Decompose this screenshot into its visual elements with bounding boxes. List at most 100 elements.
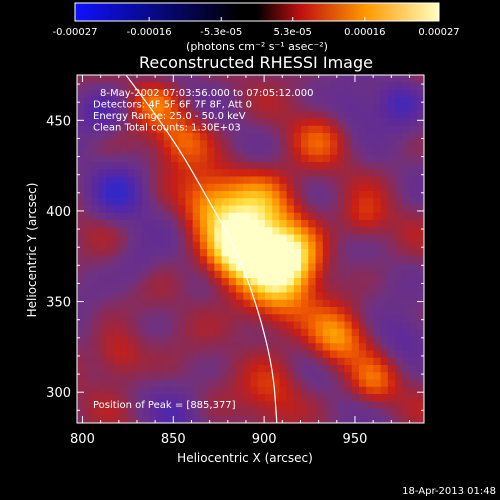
heatmap-cell — [308, 415, 317, 423]
heatmap-cell — [156, 336, 165, 344]
heatmap-cell — [264, 365, 273, 373]
heatmap-cell — [91, 212, 100, 221]
heatmap-cell — [272, 104, 281, 112]
heatmap-cell — [366, 75, 374, 83]
heatmap-cell — [207, 270, 215, 279]
heatmap-cell — [344, 372, 353, 381]
heatmap-cell — [301, 328, 309, 337]
heatmap-cell — [156, 401, 165, 410]
heatmap-cell — [373, 336, 382, 344]
heatmap-cell — [315, 263, 324, 272]
heatmap-cell — [134, 263, 143, 272]
heatmap-cell — [142, 278, 150, 286]
heatmap-cell — [127, 408, 136, 417]
heatmap-cell — [84, 379, 93, 388]
heatmap-cell — [178, 176, 187, 185]
heatmap-cell — [416, 328, 424, 337]
heatmap-cell — [286, 394, 295, 402]
heatmap-cell — [409, 365, 418, 373]
heatmap-cell — [178, 292, 187, 301]
heatmap-cell — [77, 321, 85, 330]
heatmap-cell — [236, 89, 244, 98]
heatmap-cell — [279, 183, 288, 192]
heatmap-cell — [120, 379, 129, 388]
heatmap-cell — [322, 125, 331, 134]
heatmap-cell — [315, 372, 324, 381]
heatmap-cell — [366, 314, 374, 323]
heatmap-cell — [98, 227, 107, 236]
heatmap-cell — [257, 212, 266, 221]
heatmap-cell — [264, 104, 273, 112]
heatmap-cell — [120, 104, 129, 112]
heatmap-cell — [134, 154, 143, 163]
heatmap-cell — [156, 314, 165, 323]
heatmap-cell — [380, 220, 389, 228]
heatmap-cell — [221, 401, 230, 410]
heatmap-cell — [134, 256, 143, 265]
heatmap-cell — [366, 82, 374, 91]
heatmap-cell — [351, 394, 360, 402]
heatmap-cell — [221, 321, 230, 330]
heatmap-cell — [243, 191, 252, 199]
heatmap-cell — [120, 183, 129, 192]
heatmap-cell — [366, 285, 374, 294]
heatmap-cell — [236, 125, 244, 134]
heatmap-cell — [250, 169, 259, 178]
heatmap-cell — [315, 394, 324, 402]
heatmap-cell — [264, 82, 273, 91]
heatmap-cell — [199, 191, 208, 199]
heatmap-cell — [178, 307, 187, 315]
heatmap-cell — [105, 212, 114, 221]
heatmap-cell — [380, 314, 389, 323]
heatmap-cell — [192, 241, 201, 250]
heatmap-cell — [402, 336, 411, 344]
heatmap-cell — [286, 336, 295, 344]
heatmap-cell — [279, 89, 288, 98]
heatmap-cell — [199, 336, 208, 344]
heatmap-cell — [113, 183, 121, 192]
heatmap-cell — [221, 285, 230, 294]
heatmap-cell — [358, 299, 367, 308]
heatmap-cell — [91, 96, 100, 105]
heatmap-cell — [199, 169, 208, 178]
heatmap-cell — [91, 140, 100, 149]
heatmap-cell — [120, 270, 129, 279]
heatmap-cell — [149, 408, 158, 417]
heatmap-cell — [264, 270, 273, 279]
heatmap-cell — [250, 154, 259, 163]
heatmap-cell — [416, 220, 424, 228]
heatmap-cell — [264, 307, 273, 315]
heatmap-cell — [257, 350, 266, 359]
heatmap-cell — [228, 154, 237, 163]
heatmap-cell — [163, 140, 172, 149]
heatmap-cell — [84, 307, 93, 315]
heatmap-cell — [84, 285, 93, 294]
heatmap-cell — [156, 263, 165, 272]
heatmap-cell — [409, 154, 418, 163]
heatmap-cell — [149, 89, 158, 98]
heatmap-cell — [243, 314, 252, 323]
heatmap-cell — [199, 379, 208, 388]
heatmap-cell — [149, 357, 158, 366]
heatmap-cell — [84, 321, 93, 330]
heatmap-cell — [380, 227, 389, 236]
heatmap-cell — [286, 191, 295, 199]
heatmap-cell — [308, 169, 317, 178]
heatmap-cell — [113, 314, 121, 323]
heatmap-cell — [185, 270, 194, 279]
heatmap-cell — [264, 133, 273, 141]
heatmap-cell — [192, 234, 201, 243]
heatmap-cell — [337, 241, 346, 250]
heatmap-cell — [142, 147, 150, 156]
heatmap-cell — [250, 415, 259, 423]
heatmap-cell — [366, 299, 374, 308]
heatmap-cell — [409, 133, 418, 141]
heatmap-cell — [228, 234, 237, 243]
heatmap-cell — [344, 365, 353, 373]
heatmap-cell — [308, 263, 317, 272]
heatmap-cell — [113, 343, 121, 352]
heatmap-cell — [387, 147, 396, 156]
heatmap-cell — [257, 379, 266, 388]
heatmap-cell — [366, 234, 374, 243]
heatmap-cell — [192, 336, 201, 344]
